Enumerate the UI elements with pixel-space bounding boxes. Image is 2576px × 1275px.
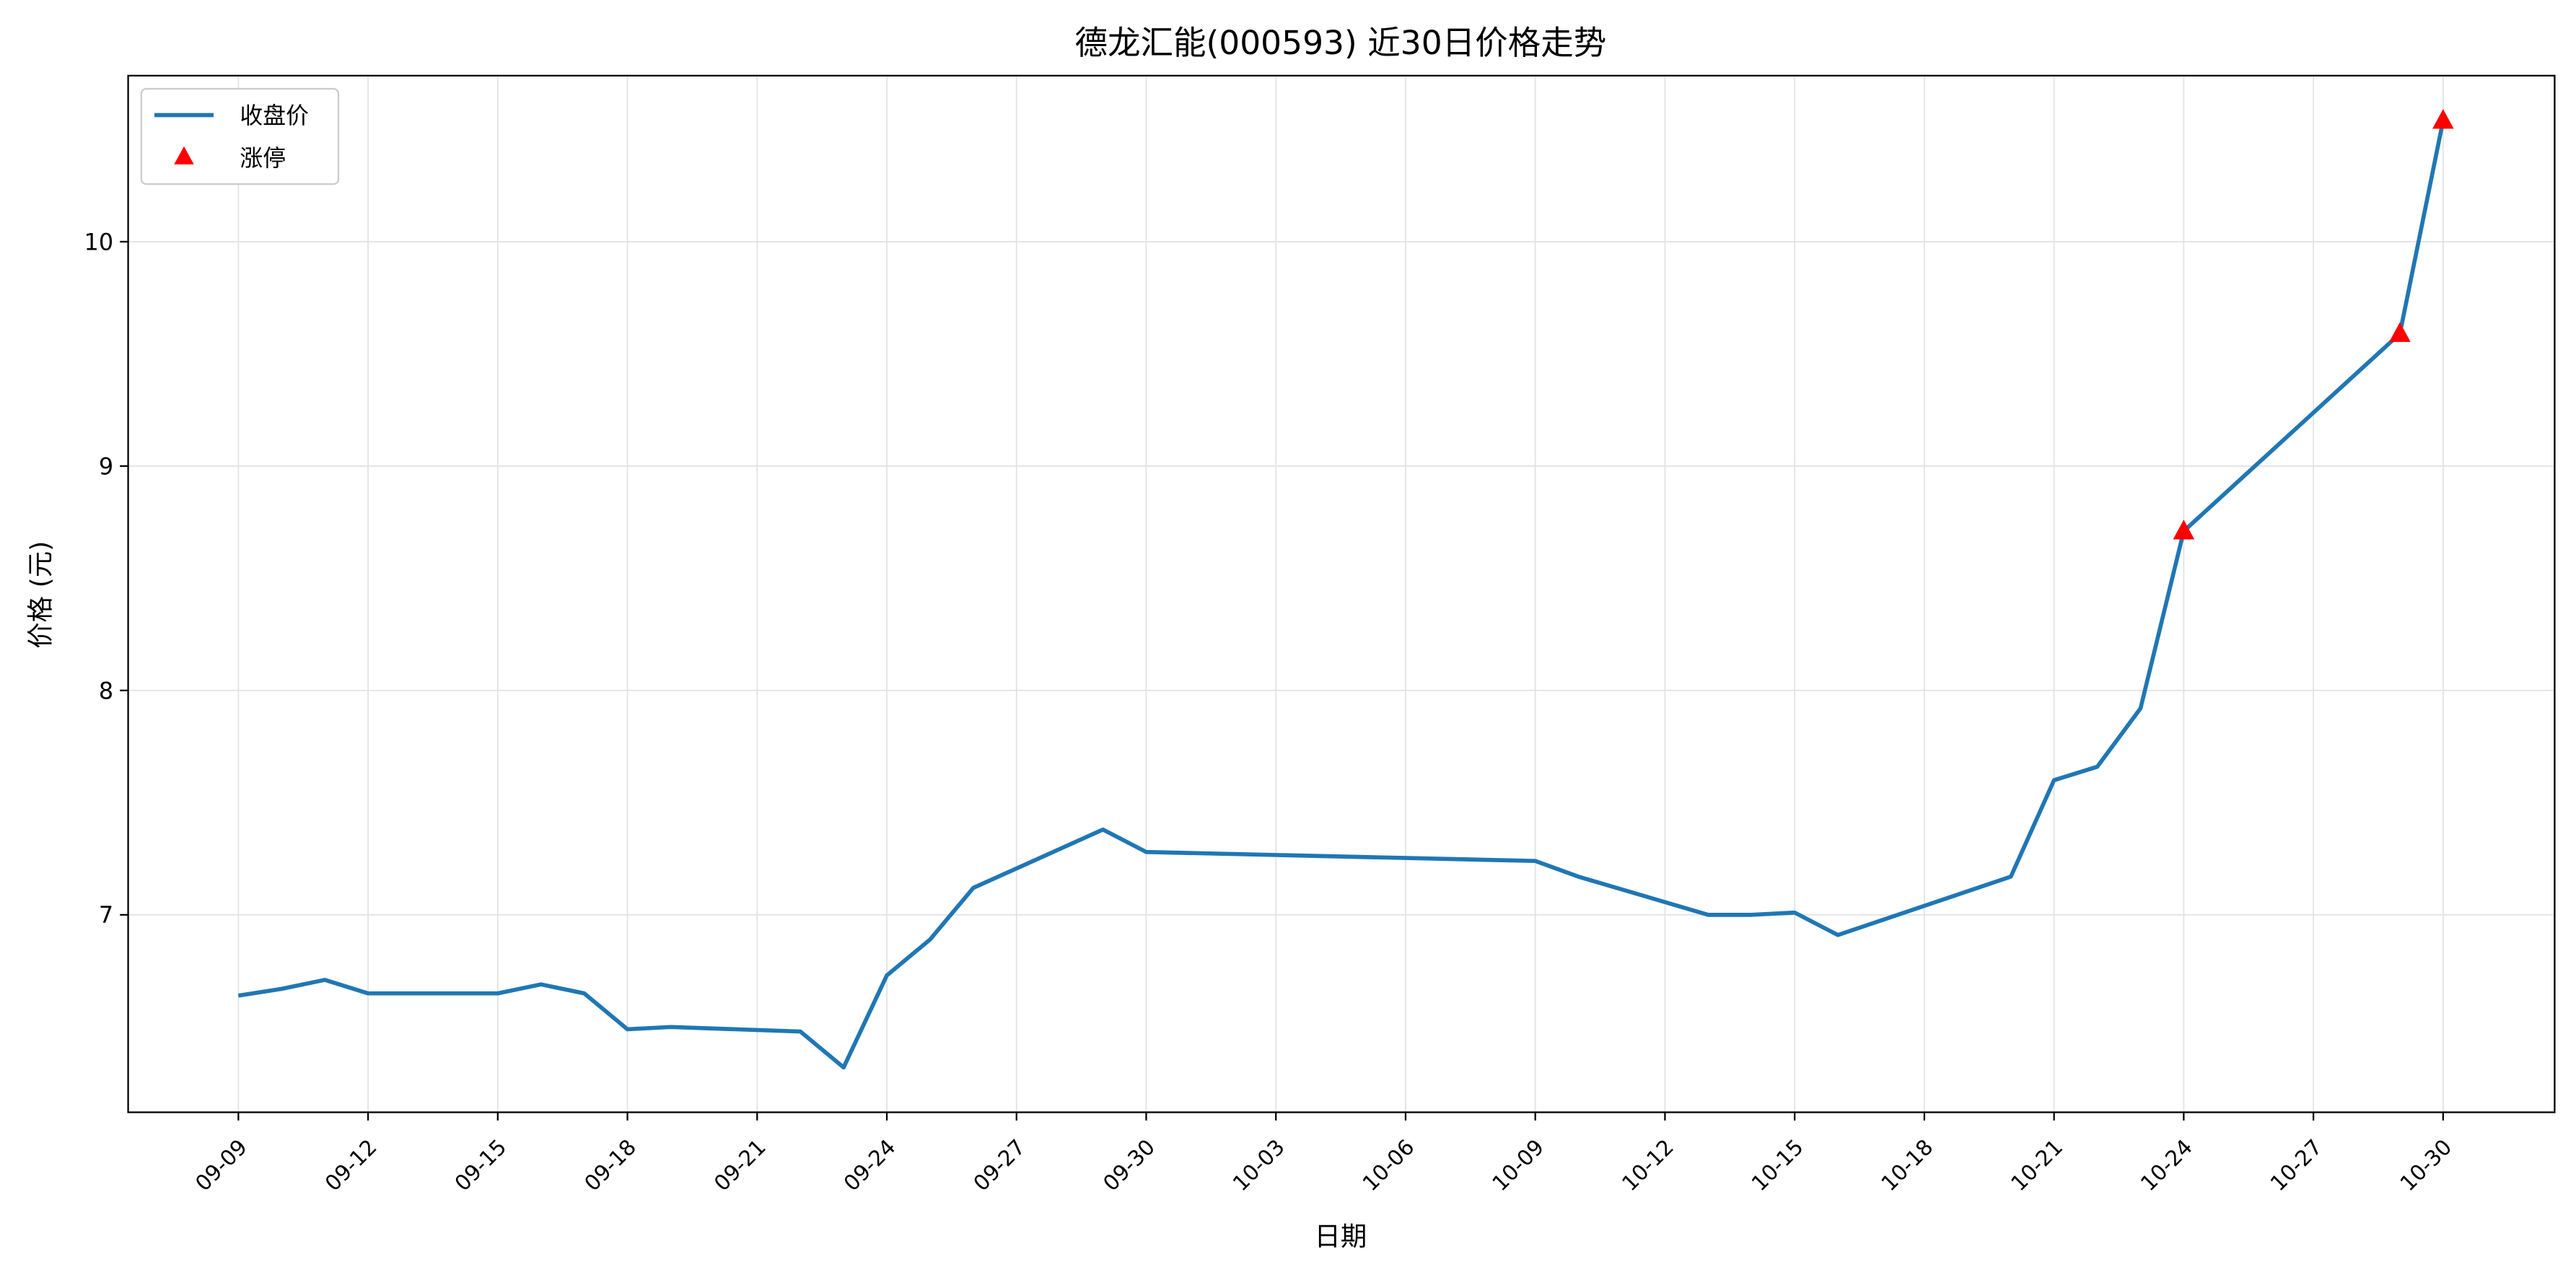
chart-title: 德龙汇能(000593) 近30日价格走势 bbox=[1074, 24, 1606, 62]
x-tick-label: 09-27 bbox=[969, 1134, 1030, 1196]
x-tick-label: 10-12 bbox=[1617, 1134, 1678, 1196]
legend: 收盘价 涨停 bbox=[140, 87, 340, 185]
y-axis-label: 价格 (元) bbox=[25, 541, 56, 649]
x-tick-label: 10-30 bbox=[2396, 1134, 2457, 1196]
limit-up-marker bbox=[2432, 109, 2454, 129]
x-tick-label: 09-24 bbox=[839, 1134, 901, 1196]
x-tick-label: 10-09 bbox=[1487, 1134, 1548, 1196]
y-tick-label: 8 bbox=[99, 677, 113, 704]
x-tick-label: 10-24 bbox=[2136, 1134, 2197, 1196]
x-tick-label: 09-18 bbox=[579, 1134, 641, 1196]
legend-triangle-marker bbox=[174, 146, 194, 165]
limit-up-marker bbox=[2173, 520, 2195, 540]
x-tick-label: 10-21 bbox=[2006, 1134, 2067, 1196]
limit-up-marker bbox=[2389, 322, 2411, 342]
x-axis-label: 日期 bbox=[1314, 1221, 1367, 1252]
x-tick-label: 10-03 bbox=[1228, 1134, 1289, 1196]
legend-label-close: 收盘价 bbox=[240, 102, 309, 129]
y-tick-label: 9 bbox=[99, 452, 113, 480]
x-tick-label: 09-21 bbox=[709, 1134, 771, 1196]
plot-frame bbox=[127, 74, 2556, 1113]
y-tick-label: 7 bbox=[99, 901, 113, 929]
x-tick-label: 10-15 bbox=[1747, 1134, 1808, 1196]
y-tick-label: 10 bbox=[84, 228, 114, 255]
x-tick-label: 09-30 bbox=[1098, 1134, 1160, 1196]
x-tick-label: 09-09 bbox=[190, 1134, 252, 1196]
x-tick-label: 09-15 bbox=[450, 1134, 512, 1196]
x-tick-label: 09-12 bbox=[320, 1134, 382, 1196]
x-tick-label: 10-18 bbox=[1877, 1134, 1938, 1196]
close-price-line bbox=[237, 120, 2445, 1070]
x-tick-label: 10-06 bbox=[1358, 1134, 1419, 1196]
legend-label-limit-up: 涨停 bbox=[240, 144, 286, 172]
x-tick-label: 10-27 bbox=[2266, 1134, 2327, 1196]
